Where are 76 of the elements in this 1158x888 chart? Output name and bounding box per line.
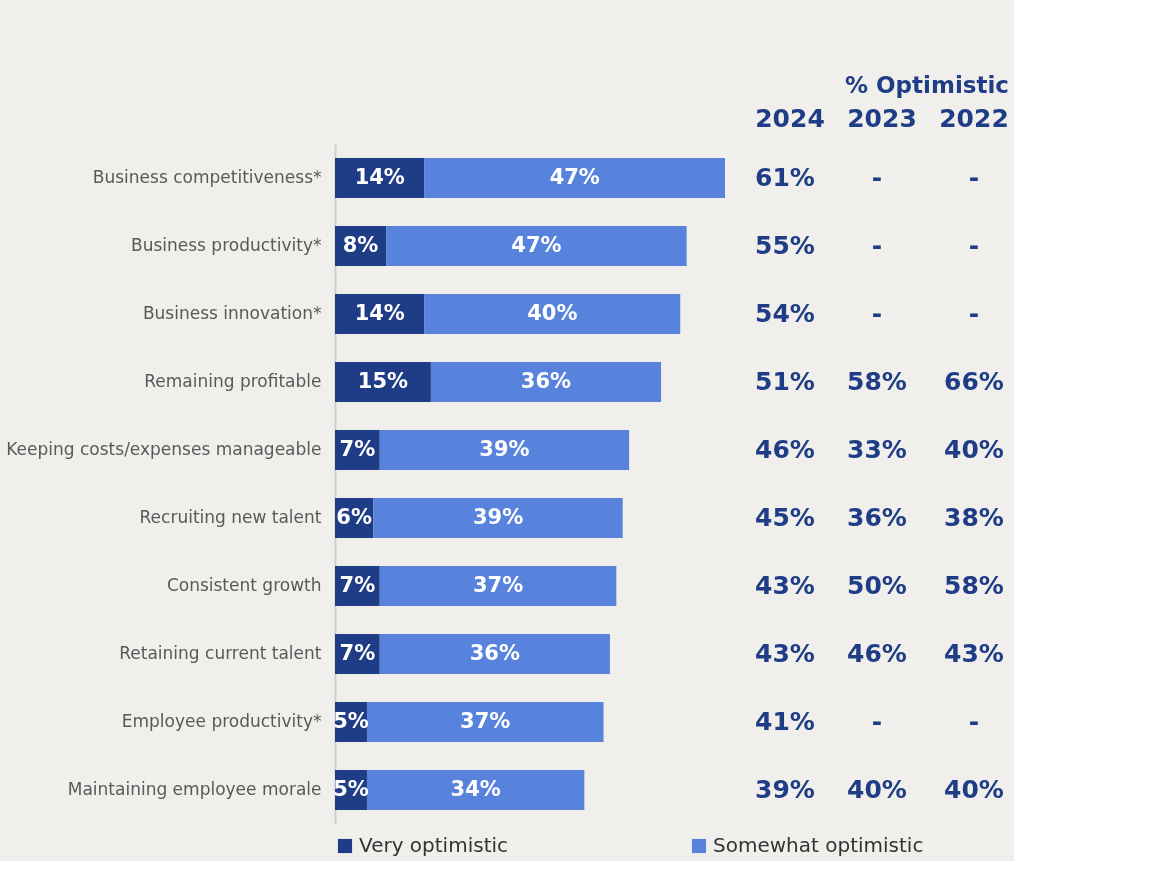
data-label: 8% <box>342 233 379 257</box>
text: 58% <box>944 571 1004 600</box>
bar <box>386 226 687 266</box>
y-tick-label: Business innovation* <box>142 303 322 323</box>
bar <box>366 702 604 742</box>
legend-label: Very optimistic <box>359 833 509 857</box>
text: 66% <box>944 367 1004 396</box>
data-label: 7% <box>339 641 376 665</box>
bar <box>366 770 585 810</box>
bar <box>379 566 617 606</box>
text: - <box>871 163 883 192</box>
data-label: 47% <box>549 165 600 189</box>
y-tick-label: Retaining current talent <box>119 643 322 663</box>
text: - <box>968 299 980 328</box>
data-label: 37% <box>472 573 524 597</box>
text: 40% <box>944 435 1004 464</box>
text: 38% <box>944 503 1004 532</box>
y-tick-label: Keeping costs/expenses manageable <box>6 439 322 459</box>
data-label: 47% <box>511 233 562 257</box>
data-label: 39% <box>472 505 524 529</box>
y-tick-label: Business competitiveness* <box>92 167 322 187</box>
text: 50% <box>847 571 907 600</box>
text: 41% <box>755 707 815 736</box>
data-label: 14% <box>354 301 405 325</box>
data-label: 40% <box>527 301 578 325</box>
text: 2023 <box>847 104 917 133</box>
text: 36% <box>847 503 907 532</box>
data-label: 37% <box>460 709 511 733</box>
data-label: 34% <box>450 777 501 801</box>
text: % Optimistic <box>845 72 1009 98</box>
text: 55% <box>755 231 815 260</box>
text: 33% <box>847 435 907 464</box>
text: 43% <box>755 571 815 600</box>
data-label: 6% <box>336 505 373 529</box>
text: - <box>968 707 980 736</box>
text: 43% <box>755 639 815 668</box>
y-tick-label: Remaining profitable <box>144 371 322 391</box>
text: 54% <box>755 299 815 328</box>
text: 61% <box>755 163 815 192</box>
bar <box>430 362 662 402</box>
text: 46% <box>755 435 815 464</box>
y-tick-label: Business productivity* <box>131 235 322 255</box>
data-label: 15% <box>357 369 409 393</box>
text: - <box>871 231 883 260</box>
text: - <box>871 707 883 736</box>
data-label: 7% <box>339 437 376 461</box>
y-tick-label: Employee productivity* <box>121 711 322 731</box>
text: 40% <box>847 775 907 804</box>
text: 2022 <box>939 104 1009 133</box>
y-tick-label: Recruiting new talent <box>139 507 322 527</box>
text: - <box>968 231 980 260</box>
bar <box>424 158 725 198</box>
bar <box>379 430 630 470</box>
data-label: 36% <box>469 641 520 665</box>
data-label: 39% <box>479 437 530 461</box>
text: - <box>968 163 980 192</box>
text: 45% <box>755 503 815 532</box>
bar <box>424 294 681 334</box>
text: 40% <box>944 775 1004 804</box>
legend-label: Somewhat optimistic <box>713 833 924 857</box>
text: 2024 <box>755 104 825 133</box>
data-label: 36% <box>520 369 572 393</box>
text: 43% <box>944 639 1004 668</box>
text: 46% <box>847 639 907 668</box>
data-label: 5% <box>333 777 369 801</box>
text: - <box>871 299 883 328</box>
y-tick-label: Consistent growth <box>166 575 322 595</box>
text: 39% <box>755 775 815 804</box>
text: 58% <box>847 367 907 396</box>
data-label: 7% <box>339 573 376 597</box>
bar <box>373 498 623 538</box>
bar <box>379 634 610 674</box>
data-label: 14% <box>354 165 405 189</box>
text: 51% <box>755 367 815 396</box>
data-label: 5% <box>333 709 369 733</box>
y-tick-label: Maintaining employee morale <box>67 779 322 799</box>
